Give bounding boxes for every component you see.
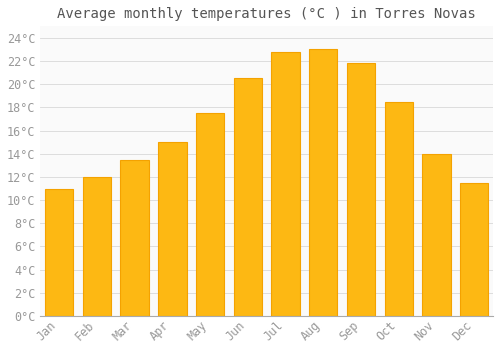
- Bar: [460, 183, 488, 316]
- Bar: [422, 154, 450, 316]
- Bar: [120, 160, 149, 316]
- Bar: [309, 49, 338, 316]
- Bar: [45, 189, 74, 316]
- Title: Average monthly temperatures (°C ) in Torres Novas: Average monthly temperatures (°C ) in To…: [58, 7, 476, 21]
- Bar: [158, 142, 186, 316]
- Bar: [347, 63, 375, 316]
- Bar: [234, 78, 262, 316]
- Bar: [384, 102, 413, 316]
- Bar: [196, 113, 224, 316]
- Bar: [83, 177, 111, 316]
- Bar: [272, 52, 299, 316]
